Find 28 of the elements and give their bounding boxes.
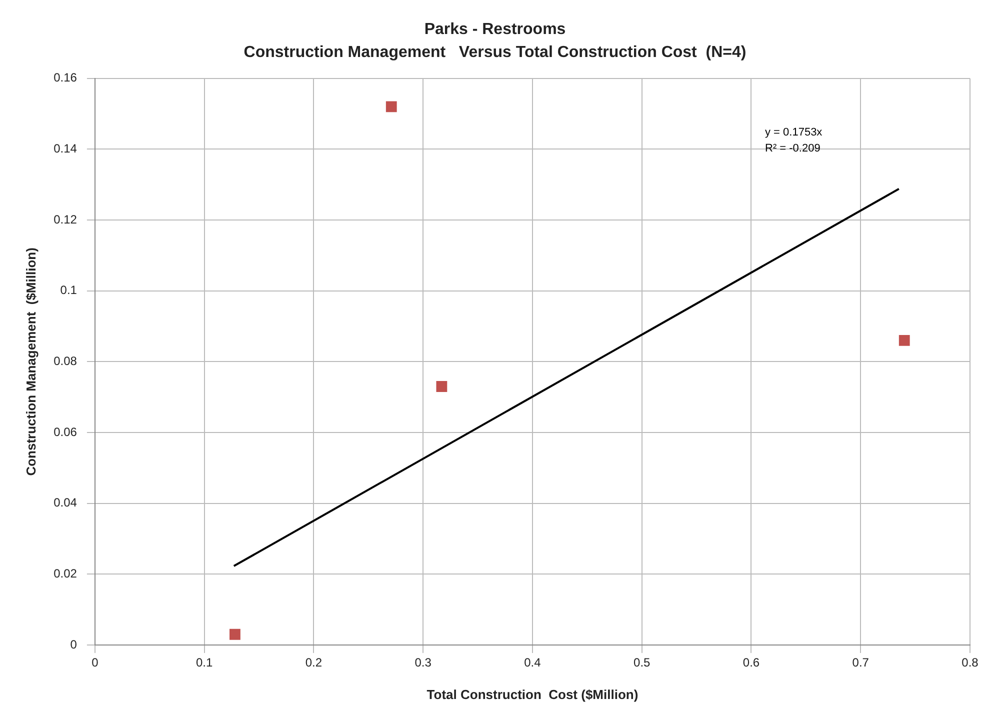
point xyxy=(230,628,240,640)
x-axis-title: Total Construction Cost ($Million) xyxy=(426,686,638,702)
x-tick-label: 0.5 xyxy=(634,656,651,670)
y-tick-label: 0.06 xyxy=(54,424,78,439)
chart-title: Parks - Restrooms xyxy=(424,21,566,38)
y-tick-label: 0.1 xyxy=(60,283,78,298)
point xyxy=(898,335,910,346)
y-tick-label: 0.04 xyxy=(54,496,78,510)
y-tick-label: 0.16 xyxy=(54,70,78,85)
chart-subtitle: Construction Management Versus Total Construction Cost (N=4) xyxy=(244,44,746,62)
x-tick-label: 0.2 xyxy=(305,656,322,670)
y-tick-label: 0.14 xyxy=(54,142,78,156)
x-tick-label: 0.8 xyxy=(962,656,979,670)
point xyxy=(386,101,397,112)
x-tick-label: 0.3 xyxy=(414,656,432,670)
y-tick-label: 0 xyxy=(70,637,78,652)
y-tick-label: 0.12 xyxy=(54,212,78,226)
annotation: y = 0.1753x xyxy=(765,126,823,138)
x-tick-label: 0 xyxy=(92,656,99,670)
y-tick-label: 0.02 xyxy=(54,566,78,580)
annotation: R² = -0.209 xyxy=(765,142,820,154)
x-tick-label: 0.4 xyxy=(524,656,542,670)
x-tick-label: 0.7 xyxy=(852,656,870,670)
y-axis-title: Construction Management ($Million) xyxy=(23,248,38,476)
x-tick-label: 0.6 xyxy=(742,656,760,670)
x-tick-label: 0.1 xyxy=(196,656,213,670)
point xyxy=(436,381,448,392)
y-tick-label: 0.08 xyxy=(54,354,78,368)
